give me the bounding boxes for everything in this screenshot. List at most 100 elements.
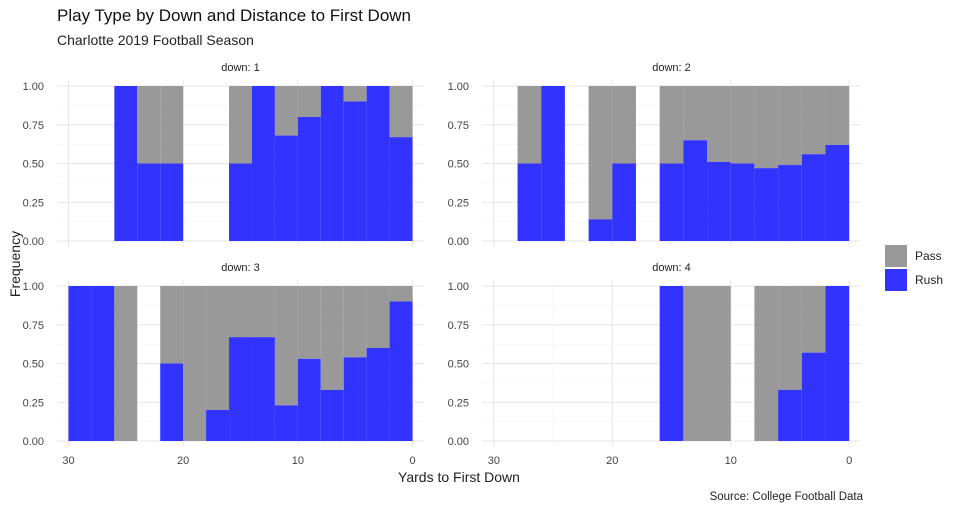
bar-rush xyxy=(343,101,367,241)
bar-rush xyxy=(320,389,344,441)
bar-rush xyxy=(297,117,321,241)
bar-rush xyxy=(251,337,275,441)
x-tick-label: 0 xyxy=(846,455,852,467)
bar-rush xyxy=(251,86,275,241)
bar-pass xyxy=(778,86,802,166)
chart-caption: Source: College Football Data xyxy=(709,491,863,503)
x-tick-label: 10 xyxy=(292,455,304,467)
chart-title: Play Type by Down and Distance to First … xyxy=(57,6,412,25)
bar-rush xyxy=(588,219,613,241)
bar-rush xyxy=(659,163,684,241)
bar-pass xyxy=(825,86,850,145)
bar-pass xyxy=(229,86,252,164)
x-tick-label: 0 xyxy=(409,455,415,467)
bar-rush xyxy=(160,363,184,441)
bar-rush xyxy=(801,352,826,441)
y-tick-label: 0.25 xyxy=(23,197,44,209)
y-tick-label: 0.50 xyxy=(23,359,44,371)
y-tick-label: 0.00 xyxy=(448,236,469,248)
bar-rush xyxy=(778,389,802,441)
bar-pass xyxy=(320,286,344,390)
bar-pass xyxy=(801,86,826,155)
bar-rush xyxy=(137,163,161,241)
y-axis-title: Frequency xyxy=(7,231,23,297)
bar-rush xyxy=(366,348,390,441)
bar-rush xyxy=(366,86,390,241)
bar-pass xyxy=(389,86,413,138)
bar-rush xyxy=(825,286,850,441)
legend-swatch xyxy=(885,269,907,291)
bar-rush xyxy=(778,165,802,241)
bar-rush xyxy=(825,144,850,241)
bar-rush xyxy=(754,168,779,241)
y-tick-label: 0.00 xyxy=(23,436,44,448)
y-tick-label: 0.50 xyxy=(448,159,469,171)
bar-pass xyxy=(389,286,413,302)
y-tick-label: 0.25 xyxy=(23,397,44,409)
bar-rush xyxy=(91,286,115,441)
bar-rush xyxy=(730,163,755,241)
facet-strip-label: down: 3 xyxy=(221,262,260,274)
bar-pass xyxy=(778,286,802,390)
bar-pass xyxy=(114,286,138,441)
y-tick-label: 0.75 xyxy=(448,320,469,332)
bar-pass xyxy=(588,86,613,220)
bar-rush xyxy=(612,163,636,241)
y-tick-label: 1.00 xyxy=(448,81,469,93)
bar-rush xyxy=(343,357,367,441)
bar-rush xyxy=(274,405,298,441)
bar-pass xyxy=(274,86,298,136)
bar-rush xyxy=(389,301,413,441)
y-tick-label: 0.00 xyxy=(448,436,469,448)
bar-rush xyxy=(801,154,826,241)
bar-pass xyxy=(297,86,321,117)
bar-pass xyxy=(659,86,684,164)
y-tick-label: 1.00 xyxy=(23,281,44,293)
facet-strip-label: down: 2 xyxy=(652,62,691,74)
bar-pass xyxy=(160,86,184,164)
y-tick-label: 0.50 xyxy=(448,359,469,371)
y-tick-label: 0.50 xyxy=(23,159,44,171)
bar-pass xyxy=(754,86,779,169)
bar-pass xyxy=(229,286,252,338)
bar-rush xyxy=(206,410,230,441)
bar-pass xyxy=(366,286,390,348)
x-tick-label: 20 xyxy=(177,455,189,467)
chart-subtitle: Charlotte 2019 Football Season xyxy=(57,32,254,48)
bar-rush xyxy=(229,163,252,241)
x-axis-title: Yards to First Down xyxy=(398,469,520,485)
bar-rush xyxy=(229,337,252,441)
y-tick-label: 0.25 xyxy=(448,397,469,409)
bar-rush xyxy=(659,286,684,441)
y-tick-label: 0.75 xyxy=(23,120,44,132)
facet-strip-label: down: 1 xyxy=(221,62,260,74)
y-tick-label: 1.00 xyxy=(448,281,469,293)
bar-rush xyxy=(683,140,708,241)
x-tick-label: 10 xyxy=(725,455,737,467)
bar-pass xyxy=(707,286,731,441)
bar-rush xyxy=(114,86,138,241)
bar-pass xyxy=(801,286,826,353)
bar-pass xyxy=(206,286,230,410)
bar-pass xyxy=(754,286,779,441)
y-tick-label: 0.00 xyxy=(23,236,44,248)
bar-pass xyxy=(251,286,275,338)
bar-pass xyxy=(183,286,207,441)
bar-rush xyxy=(389,137,413,241)
bar-rush xyxy=(274,135,298,241)
bar-pass xyxy=(274,286,298,406)
y-tick-label: 0.25 xyxy=(448,197,469,209)
bar-pass xyxy=(683,286,708,441)
y-tick-label: 0.75 xyxy=(448,120,469,132)
bar-rush xyxy=(541,86,565,241)
bar-rush xyxy=(707,161,731,241)
bar-pass xyxy=(730,86,755,164)
bar-rush xyxy=(517,163,542,241)
bar-rush xyxy=(160,163,184,241)
y-tick-label: 1.00 xyxy=(23,81,44,93)
legend-label: Rush xyxy=(915,273,943,287)
bar-pass xyxy=(343,286,367,358)
legend-label: Pass xyxy=(915,249,942,263)
bar-pass xyxy=(612,86,636,164)
